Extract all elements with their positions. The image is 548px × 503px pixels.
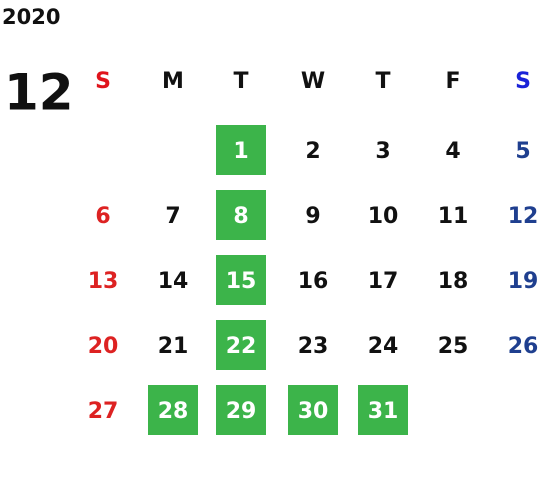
highlight-box: [148, 385, 198, 435]
highlight-box: [216, 385, 266, 435]
day-number: 31: [368, 399, 399, 424]
day-number: 28: [158, 399, 189, 424]
day-number: 9: [305, 204, 320, 229]
day-number: 10: [368, 204, 399, 229]
highlight-box: [358, 385, 408, 435]
day-number: 26: [508, 334, 539, 359]
weekday-label: F: [445, 69, 460, 94]
day-number: 20: [88, 334, 119, 359]
day-number: 22: [226, 334, 257, 359]
day-number: 13: [88, 269, 119, 294]
day-number: 8: [233, 204, 248, 229]
day-number: 14: [158, 269, 189, 294]
weekday-label: T: [233, 69, 248, 94]
day-number: 15: [226, 269, 257, 294]
day-number: 6: [95, 204, 110, 229]
day-number: 27: [88, 399, 119, 424]
day-number: 11: [438, 204, 469, 229]
weekday-label: S: [95, 69, 111, 94]
highlight-box: [216, 125, 266, 175]
day-number: 23: [298, 334, 329, 359]
highlight-box: [216, 320, 266, 370]
day-number: 21: [158, 334, 189, 359]
weekday-label: S: [515, 69, 531, 94]
weekday-label: T: [375, 69, 390, 94]
highlight-box: [216, 255, 266, 305]
day-number: 18: [438, 269, 469, 294]
weekday-label: M: [162, 69, 184, 94]
day-number: 30: [298, 399, 329, 424]
year: 2020: [2, 5, 60, 29]
day-number: 17: [368, 269, 399, 294]
day-number: 25: [438, 334, 469, 359]
day-number: 1: [233, 139, 248, 164]
day-number: 24: [368, 334, 399, 359]
day-number: 16: [298, 269, 329, 294]
highlight-box: [288, 385, 338, 435]
weekday-label: W: [301, 69, 325, 94]
day-number: 5: [515, 139, 530, 164]
day-number: 2: [305, 139, 320, 164]
month: 12: [4, 64, 74, 122]
day-number: 19: [508, 269, 539, 294]
day-number: 12: [508, 204, 539, 229]
day-number: 4: [445, 139, 460, 164]
highlight-box: [216, 190, 266, 240]
day-number: 3: [375, 139, 390, 164]
day-number: 7: [165, 204, 180, 229]
day-number: 29: [226, 399, 257, 424]
